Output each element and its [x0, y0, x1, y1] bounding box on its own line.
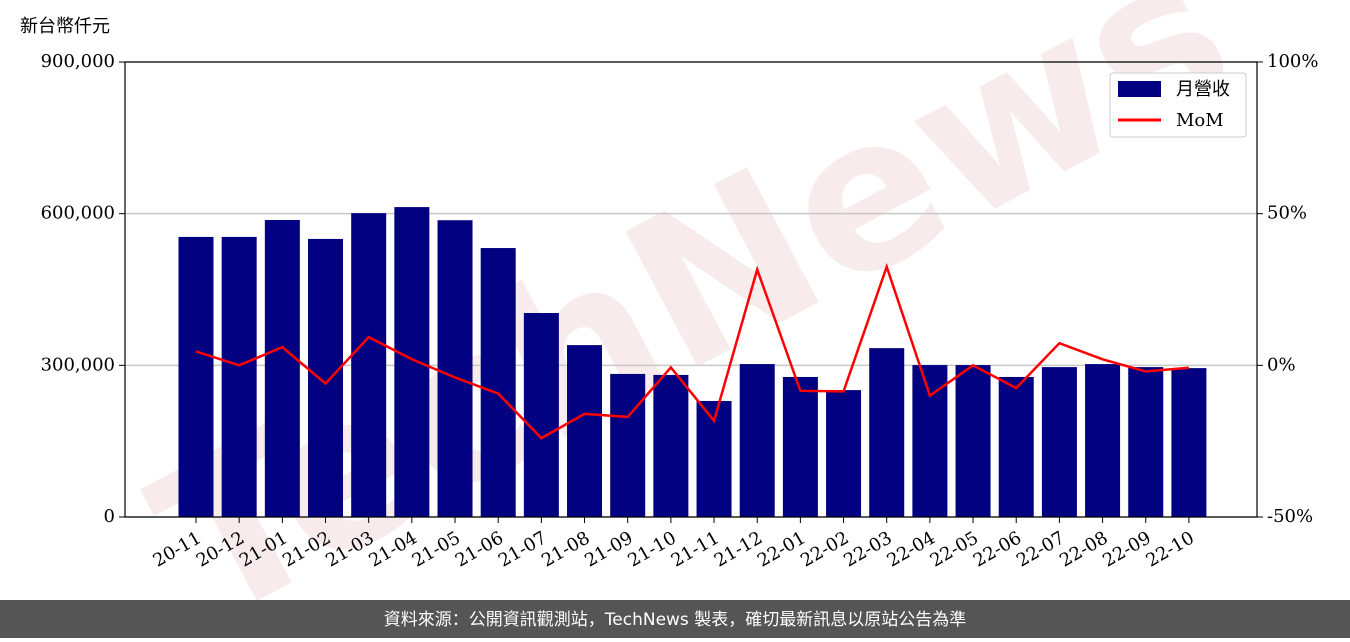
legend-label: MoM — [1176, 110, 1224, 131]
y2-tick-label: 100% — [1267, 51, 1318, 72]
bar — [523, 313, 559, 517]
x-tick-label: 21-08 — [538, 527, 593, 571]
bar — [912, 365, 948, 517]
bar — [955, 365, 991, 517]
legend-label: 月營收 — [1176, 79, 1230, 100]
x-tick-label: 22-01 — [754, 527, 809, 571]
y2-tick-label: 0% — [1267, 354, 1296, 375]
bar — [221, 236, 257, 517]
x-tick-label: 21-09 — [581, 527, 636, 571]
bar — [1128, 367, 1164, 517]
bar — [178, 236, 214, 517]
footer — [0, 600, 1350, 638]
x-tick-label: 21-10 — [624, 527, 679, 571]
x-tick-label: 22-07 — [1013, 527, 1068, 571]
x-tick-label: 22-09 — [1099, 527, 1154, 571]
mom-line — [195, 262, 1190, 440]
y-tick-label: 900,000 — [41, 51, 115, 72]
bar — [739, 364, 775, 517]
bar — [869, 348, 905, 517]
x-tick-label: 22-04 — [883, 527, 938, 571]
bar — [480, 248, 516, 518]
bar — [264, 219, 300, 517]
legend: 月營收 MoM — [1109, 72, 1247, 138]
bar — [1085, 364, 1121, 517]
y-tick-label: 300,000 — [41, 354, 115, 375]
bar — [567, 345, 603, 517]
bar — [653, 374, 689, 517]
y-tick-label: 600,000 — [41, 203, 115, 224]
plot-frame — [124, 61, 1258, 518]
bar — [826, 390, 862, 517]
bar — [1041, 367, 1077, 517]
bar — [437, 220, 473, 517]
y-axis-label: 新台幣仟元 — [20, 16, 110, 37]
bar — [1171, 368, 1207, 517]
bar — [394, 207, 430, 517]
bar — [998, 376, 1034, 517]
x-tick-label: 21-12 — [711, 527, 766, 571]
x-tick-label: 21-11 — [668, 527, 723, 571]
x-tick-label: 22-03 — [840, 527, 895, 571]
y-tick-label: 0 — [104, 506, 115, 527]
bar — [351, 213, 387, 517]
x-tick-label: 22-08 — [1056, 527, 1111, 571]
x-tick-label: 22-05 — [927, 527, 982, 571]
legend-swatch — [1118, 81, 1161, 97]
bar — [308, 238, 344, 517]
y2-tick-label: 50% — [1267, 203, 1307, 224]
bar — [782, 376, 818, 517]
x-tick-label: 21-07 — [495, 527, 550, 571]
y2-tick-label: -50% — [1267, 506, 1313, 527]
x-tick-label: 22-06 — [970, 527, 1025, 571]
x-tick-label: 22-02 — [797, 527, 852, 571]
source-note: 資料來源：公開資訊觀測站，TechNews 製表，確切最新訊息以原站公告為準 — [384, 610, 966, 630]
x-tick-label: 22-10 — [1142, 527, 1197, 571]
bar — [610, 373, 646, 517]
